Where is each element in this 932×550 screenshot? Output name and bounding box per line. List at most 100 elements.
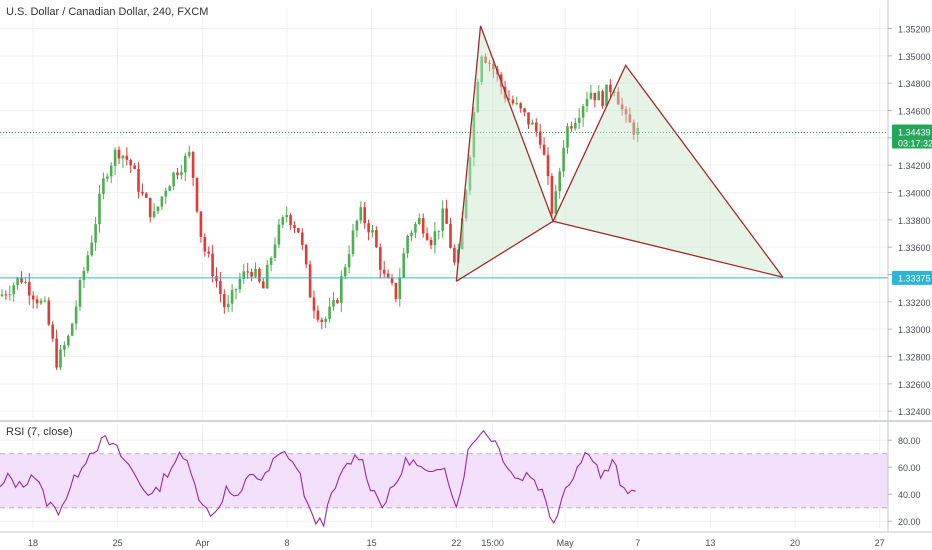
candle-body <box>597 91 600 101</box>
candle-body <box>402 253 405 278</box>
candle-body <box>152 211 156 218</box>
candle-body <box>320 319 324 323</box>
price-tick-label: 1.33000 <box>898 325 931 335</box>
candle-body <box>429 239 433 246</box>
candle-body <box>31 295 35 300</box>
candle-body <box>28 282 31 296</box>
candle-body <box>562 147 565 172</box>
candle-body <box>215 276 218 282</box>
candle-body <box>180 172 183 176</box>
rsi-band <box>0 453 888 508</box>
candle-body <box>386 273 390 278</box>
candle-body <box>262 281 265 289</box>
candle-body <box>109 165 113 177</box>
candle-body <box>102 178 105 194</box>
candle-body <box>550 176 554 214</box>
time-tick-label: 15 <box>367 538 377 548</box>
candle-body <box>437 230 441 232</box>
candle-body <box>554 191 558 214</box>
price-tick-label: 1.35200 <box>898 25 931 35</box>
candle-body <box>242 271 246 279</box>
level-price-label: 1.33375 <box>892 270 932 285</box>
candle-body <box>515 103 519 105</box>
candle-body <box>16 277 19 286</box>
candle-body <box>343 267 347 277</box>
price-tick-label: 1.32600 <box>898 380 931 390</box>
candle-body <box>234 289 238 291</box>
pattern-triangle-xab[interactable] <box>456 25 554 282</box>
time-tick-label: Apr <box>195 538 209 548</box>
rsi-tick-label: 20.00 <box>898 517 921 527</box>
candle-body <box>301 232 304 245</box>
candle-body <box>176 172 179 176</box>
time-tick-label: 27 <box>875 538 885 548</box>
price-tick-label: 1.34600 <box>898 107 931 117</box>
time-tick-label: 18 <box>28 538 38 548</box>
time-tick-label: 8 <box>284 538 289 548</box>
candle-body <box>445 208 448 224</box>
candle-body <box>125 155 129 160</box>
price-tick-label: 1.35000 <box>898 52 931 62</box>
candle-body <box>47 300 51 325</box>
rsi-axis[interactable]: 20.00 40.00 60.00 80.00 <box>888 436 921 527</box>
candle-body <box>441 208 444 231</box>
price-tick-label: 1.32800 <box>898 353 931 363</box>
candle-body <box>468 157 472 191</box>
rsi-title: RSI (7, close) <box>6 426 73 438</box>
price-tick-label: 1.34200 <box>898 161 931 171</box>
candle-body <box>223 294 226 308</box>
candle-body <box>106 176 109 179</box>
candle-body <box>620 104 624 110</box>
candle-body <box>141 191 144 194</box>
time-tick-label: 15:00 <box>481 538 504 548</box>
candle-body <box>117 149 121 159</box>
candle-body <box>191 151 195 178</box>
candle-body <box>418 218 421 224</box>
rsi-tick-label: 60.00 <box>898 463 921 473</box>
candle-body <box>148 197 152 218</box>
candle-body <box>113 149 117 166</box>
candle-body <box>312 297 316 311</box>
candle-body <box>527 112 530 125</box>
candle-body <box>250 271 253 277</box>
candle-body <box>613 91 616 93</box>
candle-body <box>636 128 639 135</box>
candle-body <box>238 278 242 290</box>
current-price-label-bg <box>892 124 932 149</box>
candle-body <box>375 229 378 248</box>
candle-body <box>98 193 101 225</box>
candle-body <box>414 223 417 233</box>
pattern-triangle-bcd[interactable] <box>553 65 783 278</box>
candle-body <box>145 193 148 198</box>
candle-body <box>480 56 483 82</box>
time-tick-label: 22 <box>451 538 461 548</box>
candle-body <box>246 271 249 273</box>
candle-body <box>207 251 210 254</box>
time-tick-label: May <box>557 538 575 548</box>
harmonic-pattern[interactable] <box>455 25 784 282</box>
time-axis[interactable]: 18 25 Apr 8 15 22 15:00 May 7 13 20 27 <box>28 538 885 548</box>
candle-body <box>570 126 573 129</box>
candle-body <box>195 177 199 212</box>
candle-body <box>35 299 39 304</box>
rsi-tick-label: 80.00 <box>898 436 921 446</box>
candle-body <box>265 265 269 289</box>
candle-body <box>609 84 612 92</box>
candle-body <box>398 277 402 299</box>
candle-body <box>472 112 476 158</box>
pattern-line-bd[interactable] <box>552 220 784 278</box>
pattern-line-xb[interactable] <box>455 220 554 282</box>
candle-body <box>254 268 257 277</box>
candle-body <box>289 215 292 226</box>
candle-body <box>589 92 593 99</box>
candle-body <box>632 122 636 135</box>
candle-body <box>51 324 54 339</box>
candle-body <box>492 63 495 70</box>
level-price-value: 1.33375 <box>898 273 931 283</box>
candle-body <box>531 122 534 125</box>
candle-body <box>277 224 281 245</box>
candle-body <box>324 318 327 323</box>
candle-body <box>476 81 480 113</box>
candle-body <box>523 108 526 113</box>
